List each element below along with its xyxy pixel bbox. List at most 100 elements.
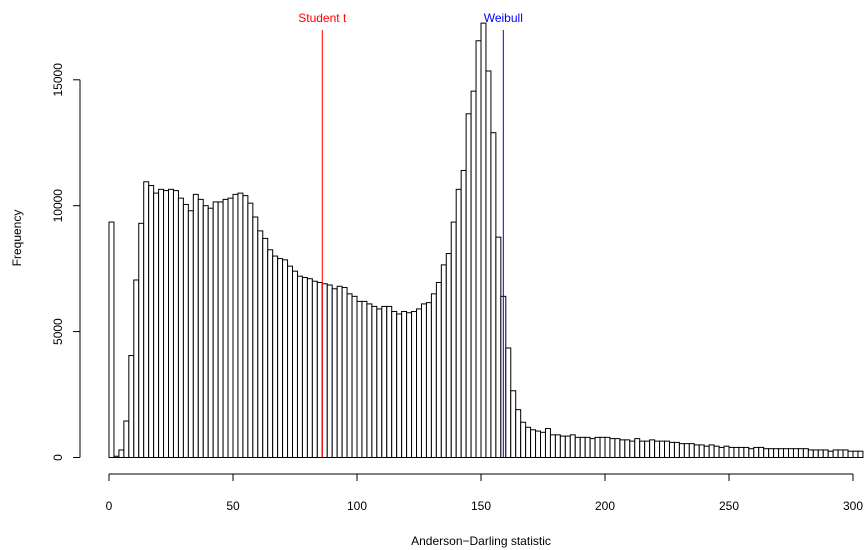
histogram-bar bbox=[252, 216, 259, 458]
histogram-bar bbox=[406, 312, 413, 458]
x-axis: 0 50 100 150 200 250 300 bbox=[106, 473, 863, 513]
histogram-bar bbox=[118, 449, 125, 459]
histogram-bar bbox=[435, 282, 442, 458]
histogram-bar bbox=[768, 448, 775, 459]
histogram-bar bbox=[411, 310, 418, 458]
histogram-bar bbox=[599, 436, 606, 458]
histogram-bar bbox=[336, 285, 343, 458]
histogram-bar bbox=[440, 264, 447, 458]
histogram-bar bbox=[306, 278, 313, 458]
y-tick-label: 10000 bbox=[51, 189, 65, 223]
histogram-bar bbox=[177, 197, 184, 458]
histogram-bar bbox=[346, 293, 353, 458]
histogram-bar bbox=[738, 446, 745, 458]
reference-line-label: Student t bbox=[298, 11, 347, 25]
histogram-bar bbox=[391, 310, 398, 458]
histogram-bar bbox=[158, 188, 165, 459]
histogram-bar bbox=[634, 438, 641, 458]
histogram-bar bbox=[396, 313, 403, 458]
histogram-bar bbox=[301, 276, 308, 458]
y-tick-label: 15000 bbox=[51, 63, 65, 97]
histogram-bar bbox=[703, 445, 710, 459]
histogram-bar bbox=[708, 444, 715, 459]
histogram-bar bbox=[123, 420, 130, 458]
histogram-bar bbox=[713, 445, 720, 459]
histogram-bar bbox=[525, 426, 532, 458]
histogram-bar bbox=[113, 455, 120, 458]
histogram-bar bbox=[847, 450, 854, 459]
histogram-bar bbox=[564, 435, 571, 459]
x-tick-label: 100 bbox=[347, 499, 367, 513]
histogram-bar bbox=[242, 195, 249, 458]
histogram-bar bbox=[341, 287, 348, 458]
histogram-bar bbox=[460, 169, 467, 458]
histogram-bar bbox=[594, 436, 601, 458]
histogram-bar bbox=[455, 188, 462, 459]
x-axis-title: Anderson−Darling statistic bbox=[411, 534, 551, 548]
histogram-bar bbox=[788, 448, 794, 459]
histogram-bar bbox=[356, 300, 363, 458]
histogram-bar bbox=[535, 430, 542, 458]
histogram-bar bbox=[604, 436, 611, 458]
histogram-bar bbox=[401, 310, 408, 458]
histogram-bar bbox=[386, 305, 393, 459]
histogram-bar bbox=[287, 265, 294, 458]
histogram-bar bbox=[530, 429, 537, 458]
histogram-bar bbox=[187, 210, 194, 458]
histogram-bar bbox=[728, 446, 735, 458]
histogram-bar bbox=[420, 303, 427, 458]
histogram-bar bbox=[163, 190, 170, 458]
histogram-bar bbox=[649, 439, 656, 458]
histogram-bar bbox=[673, 441, 680, 459]
histogram-bar bbox=[748, 448, 755, 459]
histogram-bar bbox=[842, 449, 849, 459]
histogram-bar bbox=[321, 283, 328, 459]
histogram-bar bbox=[430, 293, 437, 458]
histogram-bar bbox=[540, 431, 546, 459]
histogram-bar bbox=[450, 221, 457, 458]
histogram-bar bbox=[797, 448, 804, 459]
histogram-bar bbox=[624, 439, 631, 458]
histogram-bar bbox=[792, 448, 799, 459]
histogram-bar bbox=[544, 428, 551, 459]
histogram-bar bbox=[480, 22, 487, 458]
histogram-bar bbox=[108, 221, 115, 458]
histogram-bar bbox=[589, 438, 596, 458]
histogram-bar bbox=[376, 308, 383, 458]
histogram-bar bbox=[857, 450, 864, 459]
histogram-bar bbox=[718, 446, 725, 458]
histogram-bar bbox=[812, 449, 819, 459]
histogram-bar bbox=[505, 347, 512, 458]
histogram-bar bbox=[554, 434, 561, 458]
histogram-bar bbox=[659, 440, 666, 459]
histogram-bar bbox=[773, 448, 780, 459]
x-tick-label: 200 bbox=[595, 499, 615, 513]
histogram-bar bbox=[172, 190, 179, 458]
histogram-bar bbox=[614, 438, 621, 458]
histogram-bar bbox=[807, 449, 814, 459]
histogram-bar bbox=[574, 436, 581, 458]
histogram-bar bbox=[490, 132, 497, 458]
histogram-bar bbox=[197, 198, 204, 458]
histogram-bar bbox=[217, 201, 224, 458]
histogram-bar bbox=[222, 198, 229, 458]
histogram-bar bbox=[569, 434, 576, 458]
histogram-bar bbox=[827, 450, 834, 459]
histogram-bar bbox=[733, 446, 740, 458]
histogram-bar bbox=[168, 188, 174, 459]
histogram-bar bbox=[852, 450, 859, 459]
histogram-bar bbox=[133, 279, 140, 459]
histogram-bar bbox=[148, 185, 155, 458]
y-tick-label: 5000 bbox=[51, 318, 65, 345]
histogram-bar bbox=[510, 390, 517, 458]
histogram-bar bbox=[520, 421, 527, 458]
histogram-bar bbox=[381, 305, 388, 459]
histogram-bar bbox=[629, 440, 636, 459]
histogram-bar bbox=[237, 192, 244, 459]
histogram-bar bbox=[182, 203, 189, 458]
histogram-bar bbox=[361, 300, 368, 458]
x-tick-label: 0 bbox=[106, 499, 113, 513]
histogram-bar bbox=[445, 253, 452, 458]
histogram-bar bbox=[138, 222, 145, 458]
